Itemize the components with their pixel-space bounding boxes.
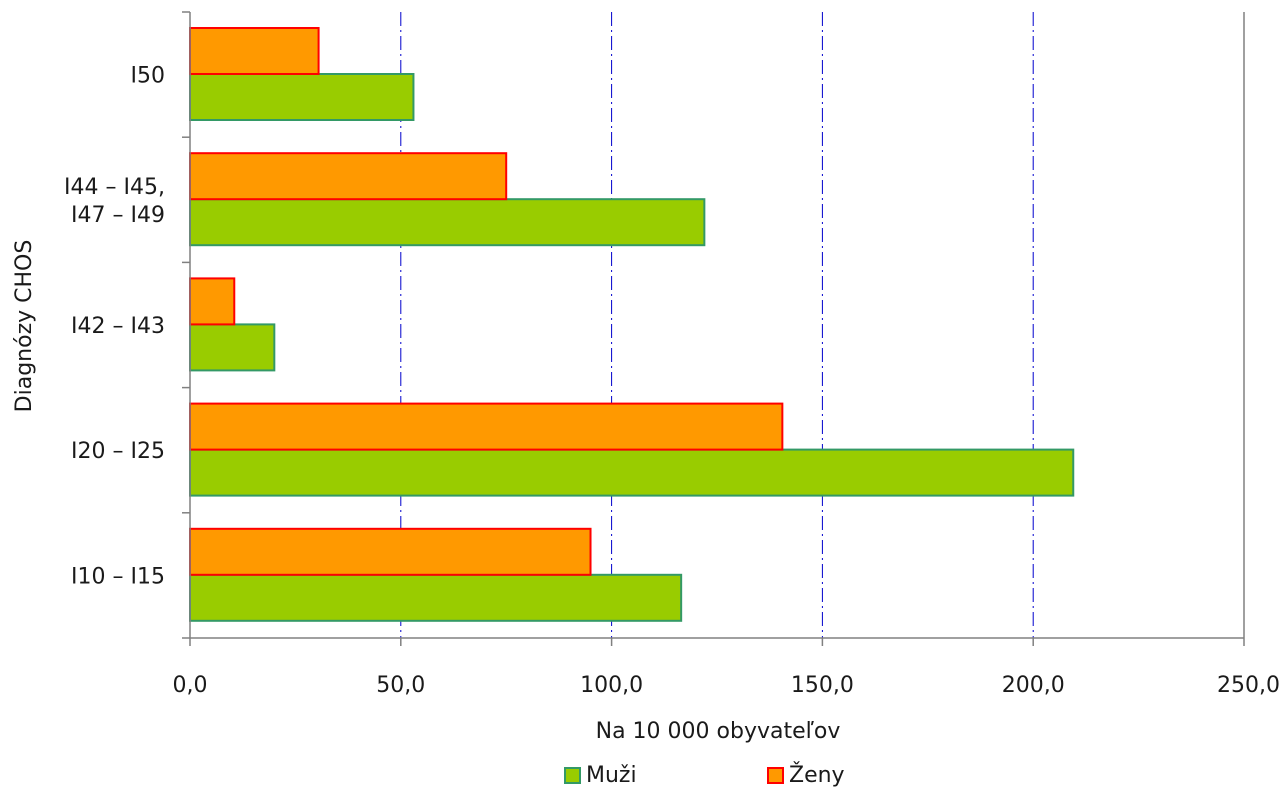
bar-muzi-0 — [189, 573, 683, 622]
x-tick-label-2: 100,0 — [580, 673, 643, 698]
legend-label-muzi: Muži — [586, 763, 637, 788]
y-axis-title: Diagnózy CHOS — [12, 240, 37, 413]
x-axis-title: Na 10 000 obyvateľov — [596, 719, 841, 744]
y-tick-label-0: I10 – I15 — [71, 564, 165, 589]
legend: Muži Ženy — [0, 763, 1283, 799]
x-tick-label-3: 150,0 — [791, 673, 854, 698]
bar-muzi-2 — [189, 323, 276, 372]
legend-swatch-muzi — [564, 767, 581, 784]
bar-zeny-1 — [189, 402, 784, 451]
bar-muzi-4 — [189, 73, 415, 121]
bar-zeny-3 — [189, 152, 508, 201]
legend-item-muzi: Muži — [564, 763, 637, 788]
bar-muzi-1 — [189, 448, 1075, 497]
y-tick-label-4: I50 — [131, 64, 165, 89]
y-tick-label-1: I20 – I25 — [71, 439, 165, 464]
y-tick-label-2: I42 – I43 — [71, 314, 165, 339]
bar-muzi-3 — [189, 198, 706, 247]
x-tick-label-4: 200,0 — [1002, 673, 1065, 698]
x-tick-label-0: 0,0 — [173, 673, 208, 698]
legend-label-zeny: Ženy — [789, 763, 845, 788]
y-tick-label-3: I44 – I45, I47 – I49 — [64, 175, 165, 228]
legend-item-zeny: Ženy — [767, 763, 845, 788]
bars — [189, 27, 1075, 622]
bar-chart: I10 – I15 I20 – I25 I42 – I43 I44 – I45, I47… — [12, 11, 1280, 744]
legend-swatch-zeny — [767, 767, 784, 784]
bar-zeny-4 — [189, 27, 320, 75]
x-tick-label-5: 250,0 — [1217, 673, 1280, 698]
bar-zeny-0 — [189, 527, 592, 576]
axes — [182, 11, 1245, 646]
bar-zeny-2 — [189, 277, 236, 326]
x-tick-label-1: 50,0 — [376, 673, 425, 698]
tick-labels: I10 – I15 I20 – I25 I42 – I43 I44 – I45, I47… — [64, 64, 1280, 698]
